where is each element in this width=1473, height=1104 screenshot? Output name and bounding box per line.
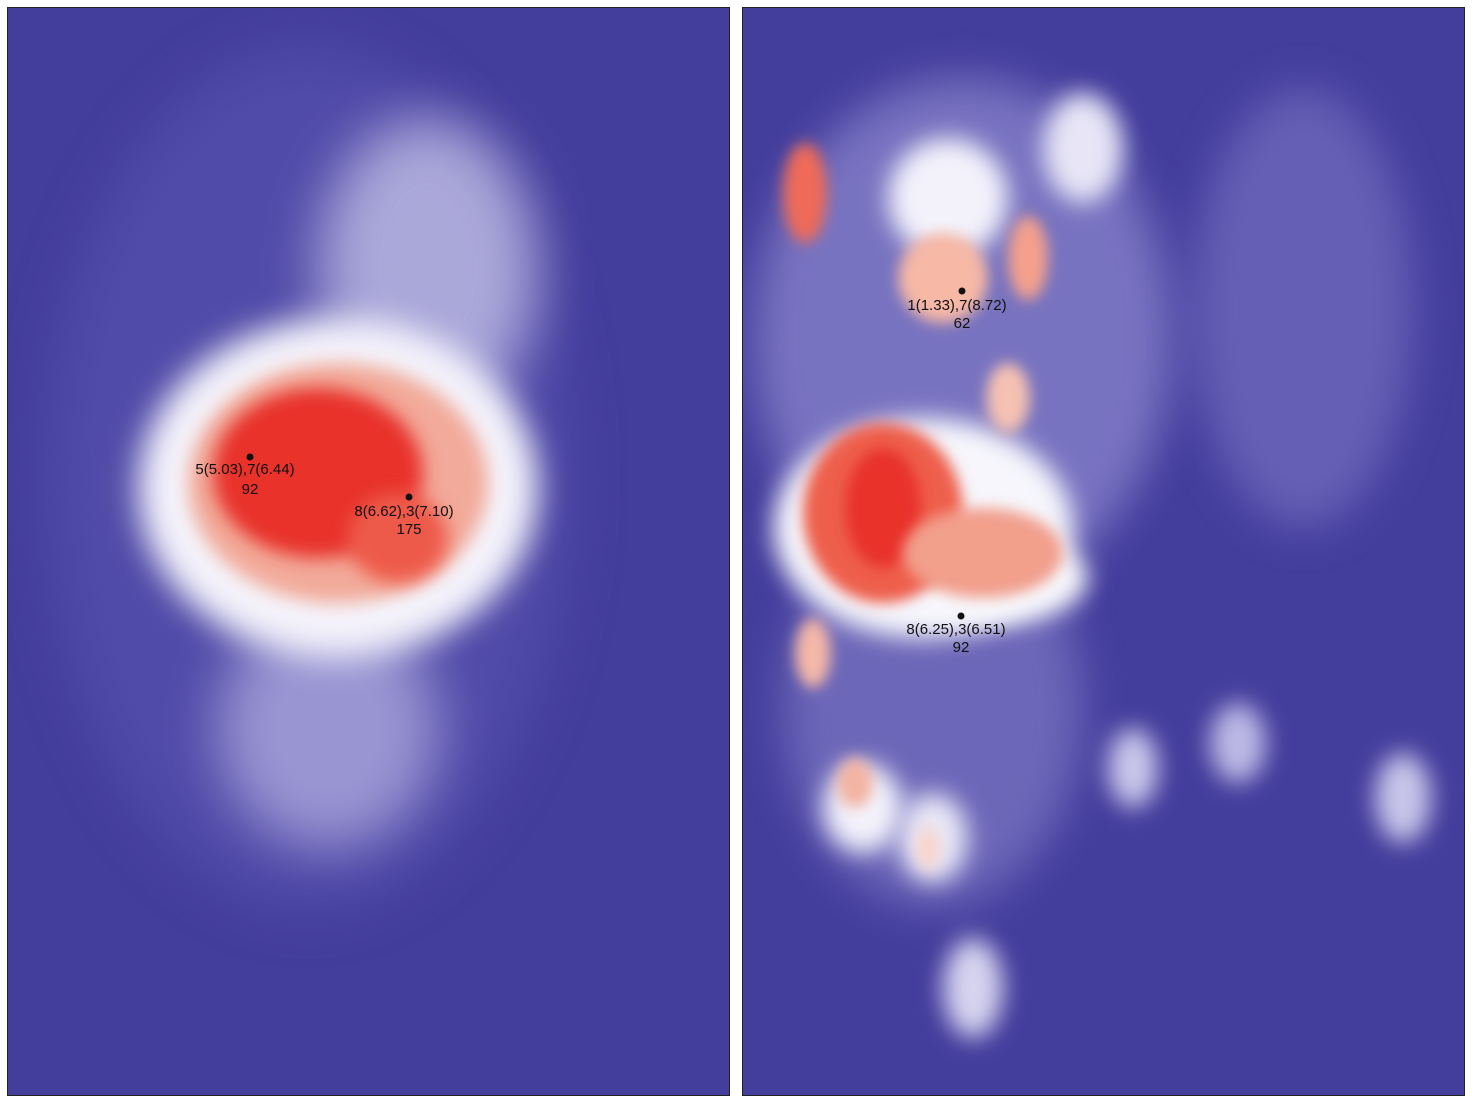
- peak-markers-left: 5(5.03),7(6.44) 92 8(6.62),3(7.10) 175: [195, 453, 454, 538]
- peak-coordinates-label: 5(5.03),7(6.44): [195, 461, 294, 478]
- peak-coordinates-label: 1(1.33),7(8.72): [907, 297, 1006, 314]
- heatmap-left-svg: 5(5.03),7(6.44) 92 8(6.62),3(7.10) 175: [8, 8, 729, 1095]
- peak-marker: 8(6.62),3(7.10) 175: [354, 493, 454, 538]
- heatmap-panel-left: 5(5.03),7(6.44) 92 8(6.62),3(7.10) 175: [7, 7, 730, 1096]
- heatmap-right-svg: 1(1.33),7(8.72) 62 8(6.25),3(6.51) 92: [743, 8, 1464, 1095]
- peak-point: [958, 287, 966, 295]
- heatmap-density-left: [48, 48, 568, 908]
- peak-point: [957, 612, 965, 620]
- peak-point: [246, 453, 254, 461]
- peak-marker: 5(5.03),7(6.44) 92: [195, 453, 295, 498]
- peak-marker: 8(6.25),3(6.51) 92: [906, 612, 1006, 656]
- peak-marker: 1(1.33),7(8.72) 62: [907, 287, 1007, 332]
- peak-value-label: 92: [953, 639, 970, 656]
- peak-value-label: 92: [242, 481, 259, 498]
- heatmap-panel-right: 1(1.33),7(8.72) 62 8(6.25),3(6.51) 92: [742, 7, 1465, 1096]
- peak-value-label: 62: [954, 315, 971, 332]
- peak-coordinates-label: 8(6.62),3(7.10): [354, 503, 453, 520]
- peak-coordinates-label: 8(6.25),3(6.51): [906, 621, 1005, 638]
- peak-markers-right: 1(1.33),7(8.72) 62 8(6.25),3(6.51) 92: [906, 287, 1007, 656]
- heatmap-density-right: [753, 78, 1431, 1038]
- peak-value-label: 175: [396, 521, 421, 538]
- peak-point: [405, 493, 413, 501]
